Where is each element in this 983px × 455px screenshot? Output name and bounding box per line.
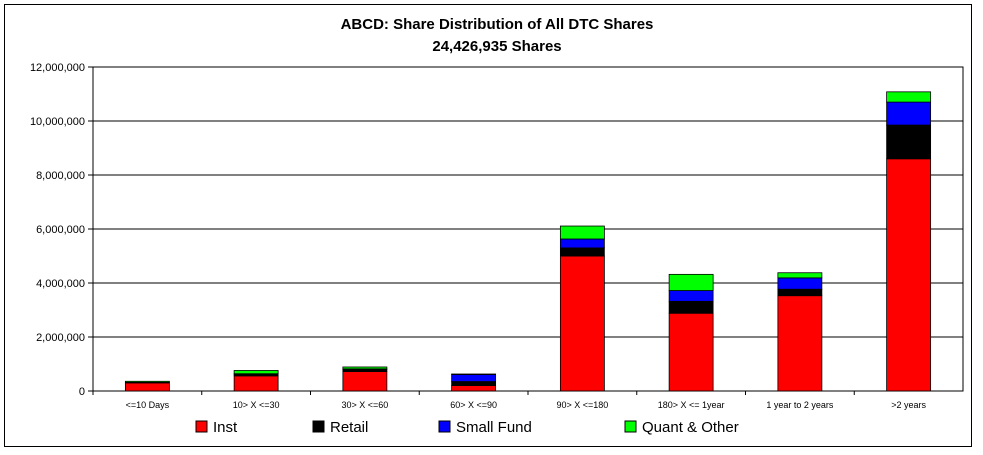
- bar-quant-other-2: [233, 370, 279, 375]
- bar-inst-7: [777, 295, 823, 392]
- bar-small-fund-4: [451, 374, 497, 382]
- y-tick-label: 2,000,000: [36, 332, 85, 344]
- legend-swatch-small-fund: [438, 420, 451, 433]
- legend-label-small-fund: Small Fund: [456, 419, 532, 436]
- legend-swatch-inst: [195, 420, 208, 433]
- legend-swatch-retail: [312, 420, 325, 433]
- legend-label-retail: Retail: [330, 419, 368, 436]
- bar-inst-2: [233, 375, 279, 392]
- bar-retail-4: [451, 381, 497, 386]
- bar-small-fund-8: [886, 101, 932, 126]
- bar-quant-other-8: [886, 91, 932, 103]
- x-tick-label: 90> X <=180: [556, 400, 608, 410]
- bar-inst-5: [559, 255, 605, 392]
- bar-quant-other-7: [777, 272, 823, 279]
- bar-quant-other-6: [668, 273, 714, 291]
- bar-inst-8: [886, 158, 932, 392]
- x-tick-label: 30> X <=60: [341, 400, 388, 410]
- bar-quant-other-1: [124, 380, 170, 383]
- bar-inst-4: [451, 385, 497, 392]
- bar-retail-5: [559, 247, 605, 257]
- chart-frame: ABCD: Share Distribution of All DTC Shar…: [4, 4, 972, 447]
- chart-title: ABCD: Share Distribution of All DTC Shar…: [341, 16, 654, 33]
- chart-svg: ABCD: Share Distribution of All DTC Shar…: [30, 16, 964, 436]
- bar-quant-other-4: [451, 373, 497, 375]
- x-tick-label: <=10 Days: [126, 400, 170, 410]
- legend-label-inst: Inst: [213, 419, 238, 436]
- legend: Inst Retail Small Fund Quant & Other: [195, 419, 739, 436]
- x-tick-label: 10> X <=30: [233, 400, 280, 410]
- bar-inst-1: [124, 382, 170, 392]
- y-tick-label: 4,000,000: [36, 278, 85, 290]
- x-tick-label: >2 years: [891, 400, 926, 410]
- bar-small-fund-7: [777, 277, 823, 290]
- bar-retail-8: [886, 124, 932, 160]
- bar-small-fund-6: [668, 290, 714, 302]
- y-tick-label: 8,000,000: [36, 170, 85, 182]
- chart-subtitle: 24,426,935 Shares: [432, 38, 561, 55]
- legend-label-quant-other: Quant & Other: [642, 419, 739, 436]
- x-tick-label: 180> X <= 1year: [658, 400, 725, 410]
- legend-swatch-quant-other: [624, 420, 637, 433]
- bar-retail-6: [668, 300, 714, 314]
- bar-layer: [124, 91, 932, 392]
- bar-retail-7: [777, 288, 823, 297]
- x-tick-label: 60> X <=90: [450, 400, 497, 410]
- y-tick-label: 0: [79, 386, 85, 398]
- bar-small-fund-5: [559, 238, 605, 249]
- y-tick-label: 10,000,000: [30, 116, 85, 128]
- y-tick-label: 12,000,000: [30, 62, 85, 74]
- y-tick-label: 6,000,000: [36, 224, 85, 236]
- bar-quant-other-3: [342, 366, 388, 370]
- axis-layer: 0 2,000,000 4,000,000 6,000,000 8,000,000 10,…: [30, 62, 927, 410]
- x-tick-label: 1 year to 2 years: [766, 400, 834, 410]
- bar-quant-other-5: [559, 225, 605, 240]
- bar-inst-3: [342, 371, 388, 392]
- bar-inst-6: [668, 312, 714, 392]
